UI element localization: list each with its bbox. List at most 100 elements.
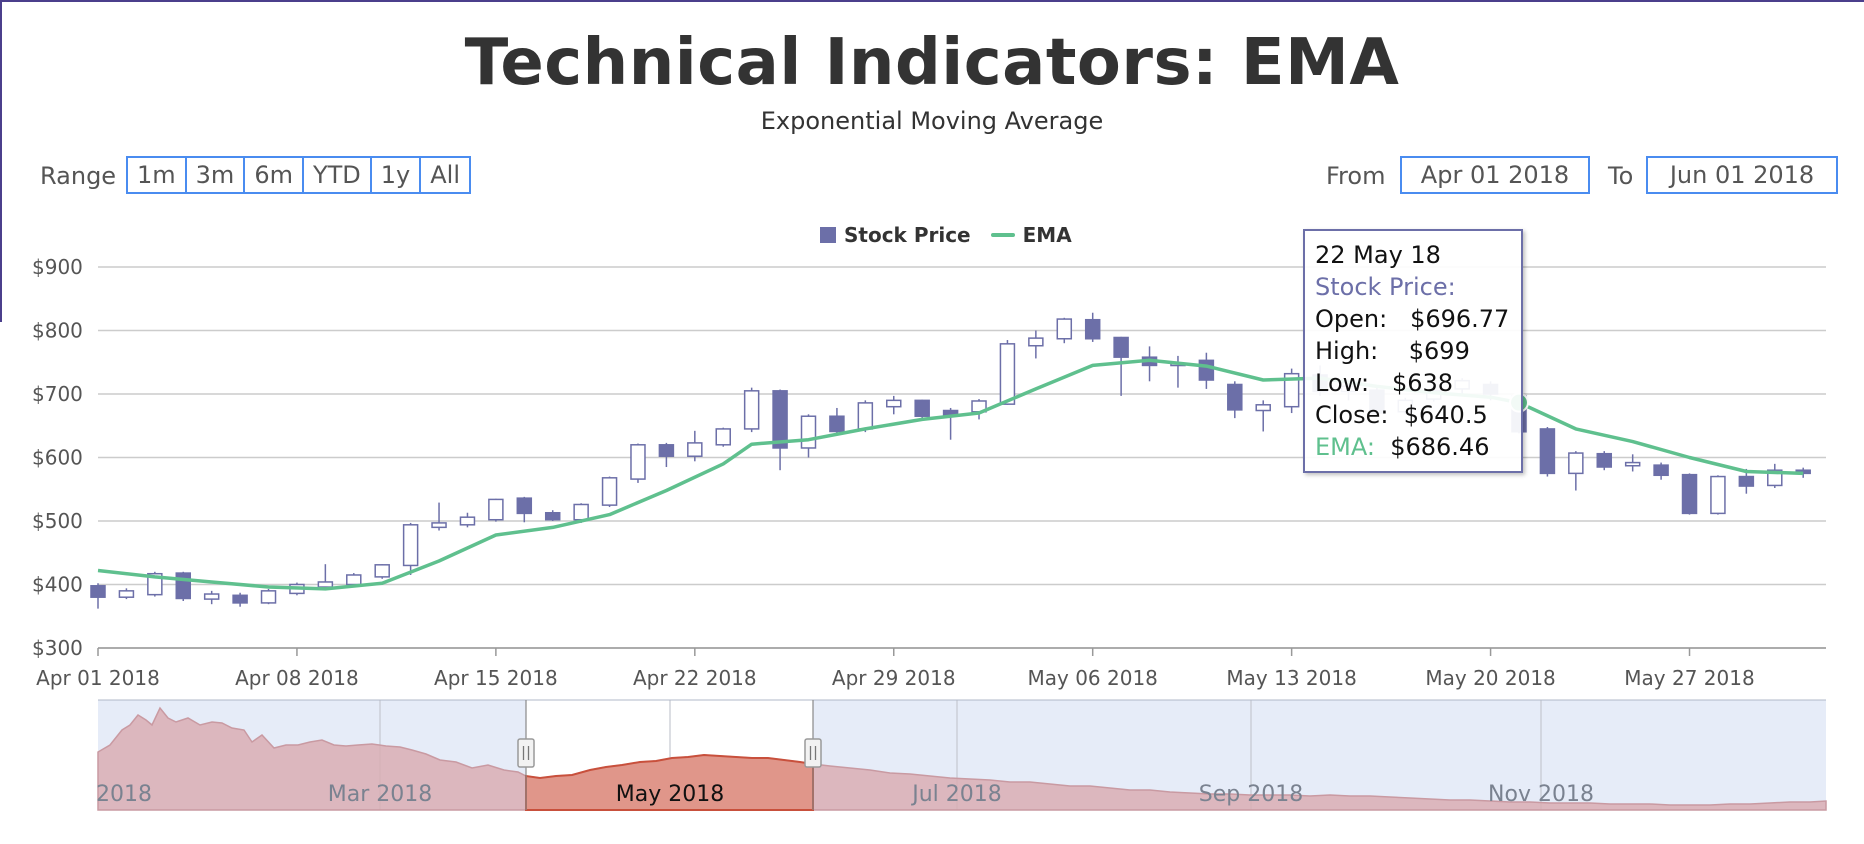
y-tick-label: $900 [32,255,83,279]
candle-body [402,524,419,567]
candle-body [601,477,618,506]
candle-body [857,402,874,430]
y-tick-label: $500 [32,509,83,533]
x-tick-label: May 20 2018 [1425,666,1555,690]
legend-stock-price-swatch [820,227,836,243]
legend: Stock Price EMA [820,220,1072,250]
candle-body [658,444,675,457]
range-button-group: 1m 3m 6m YTD 1y All [126,156,472,194]
candle-body [203,593,220,600]
candle-body [459,516,476,526]
y-tick-label: $700 [32,382,83,406]
candle-body [1255,404,1271,412]
candle-body [1738,475,1755,487]
tooltip: 22 May 18 Stock Price: Open: $696.77 Hig… [1303,229,1523,473]
tooltip-series-name: Stock Price: [1315,273,1456,301]
chart-title: Technical Indicators: EMA [464,26,1400,100]
legend-ema-swatch [990,233,1015,237]
range-button-6m[interactable]: 6m [245,158,304,192]
range-label: Range [40,162,117,190]
candle-body [90,585,106,598]
tooltip-high-row: High: $699 [1315,335,1521,367]
range-button-ytd[interactable]: YTD [303,158,372,192]
x-tick-label: Apr 29 2018 [832,666,956,690]
candle-body [800,415,817,449]
tooltip-ema-value: $686.46 [1390,433,1490,461]
from-date-input[interactable]: Apr 01 2018 [1400,156,1590,194]
from-label: From [1326,162,1386,190]
candle-body [175,572,192,600]
navigator-label: Mar 2018 [328,782,433,807]
candle-body [544,511,561,521]
tooltip-ema-label: EMA: [1315,433,1375,461]
candle-body [317,581,334,588]
candle-body [573,503,589,521]
navigator-label: May 2018 [616,782,724,807]
candle-body [886,399,902,408]
to-label: To [1608,162,1634,190]
tooltip-open-label: Open: [1315,305,1388,333]
legend-stock-price-label[interactable]: Stock Price [844,223,971,247]
candle-body [431,522,447,529]
tooltip-open-value: $696.77 [1410,305,1510,333]
candle-body [1568,452,1584,475]
candle-body [1227,383,1243,411]
navigator-label: Jul 2018 [910,782,1002,807]
x-tick-label: Apr 08 2018 [235,666,359,690]
candle-body [118,590,135,598]
range-button-3m[interactable]: 3m [186,158,246,192]
legend-ema-label[interactable]: EMA [1022,223,1072,247]
candle-body [1653,464,1669,477]
y-tick-label: $400 [32,573,83,597]
navigator-label: Sep 2018 [1199,782,1303,807]
navigator-handle-left[interactable] [517,738,535,768]
candle-body [743,390,760,430]
candle-body [374,564,390,578]
tooltip-close-value: $640.5 [1403,401,1488,429]
candle-body [1113,336,1129,358]
navigator-handle-body[interactable] [517,738,535,768]
frame-border-left [0,0,2,322]
range-button-1y[interactable]: 1y [371,158,422,192]
candle-body [1596,452,1613,468]
navigator-handle-body[interactable] [804,738,822,768]
candle-body [1056,318,1073,340]
tooltip-high-value: $699 [1408,337,1470,365]
candle-body [1624,461,1641,467]
y-tick-label: $600 [32,446,83,470]
tooltip-close-label: Close: [1315,401,1389,429]
tooltip-ema-row: EMA: $686.46 [1315,431,1521,463]
x-tick-label: May 13 2018 [1226,666,1356,690]
navigator-handle-right[interactable] [804,738,822,768]
tooltip-low-value: $638 [1391,369,1454,397]
range-button-1m[interactable]: 1m [128,158,187,192]
candle-body [1198,359,1215,381]
candle-body [346,574,362,586]
tooltip-low-label: Low: [1315,369,1370,397]
candle-body [1283,372,1300,408]
candle-body [914,399,930,417]
candle-body [999,343,1016,405]
candle-body [1710,475,1726,515]
navigator-label: Nov 2018 [1488,782,1594,807]
tooltip-low-row: Low: $638 [1315,367,1521,399]
candle-body [630,444,646,480]
candle-body [1084,318,1101,340]
x-tick-label: Apr 22 2018 [633,666,757,690]
tooltip-date: 22 May 18 [1315,241,1441,269]
tooltip-high-label: High: [1315,337,1379,365]
tooltip-open-row: Open: $696.77 [1315,303,1521,335]
tooltip-close-row: Close: $640.5 [1315,399,1521,431]
navigator-label: 2018 [96,782,152,807]
candle-body [1028,337,1044,347]
candle-body [516,497,533,515]
to-date-input[interactable]: Jun 01 2018 [1646,156,1838,194]
candle-body [829,415,845,433]
candle-body [772,390,788,449]
candle-body [1681,473,1698,515]
range-button-all[interactable]: All [421,158,470,192]
candle-body [687,442,703,457]
candle-body [715,428,731,446]
